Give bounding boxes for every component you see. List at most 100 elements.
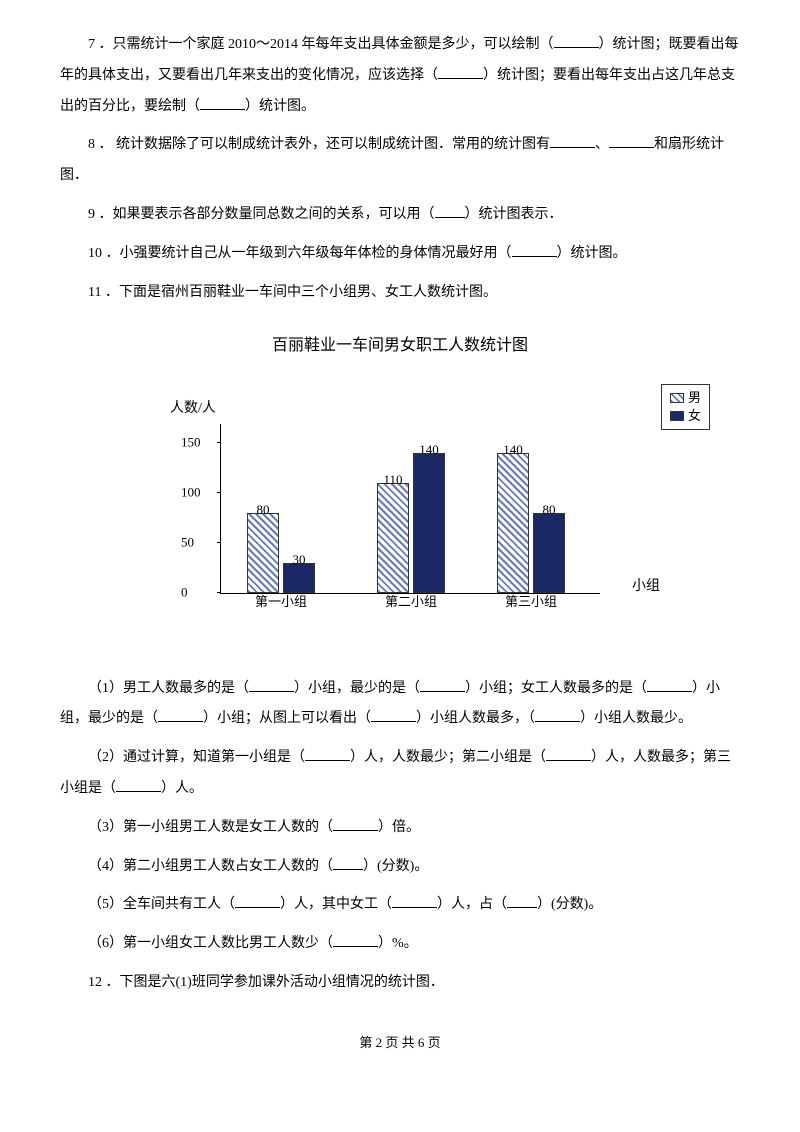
footer-prefix: 第 (359, 1035, 375, 1050)
bar-value-label: 110 (383, 466, 402, 495)
y-tick-mark (217, 492, 221, 493)
legend-female-label: 女 (688, 407, 701, 425)
y-tick-label: 50 (181, 528, 194, 557)
question-10: 10 ．小强要统计自己从一年级到六年级每年体检的身体情况最好用（ ）统计图。 (60, 239, 740, 270)
text: ）小组；从图上可以看出（ (203, 711, 371, 726)
blank (546, 747, 591, 761)
q7-text: 7 ．只需统计一个家庭 2010～2014 年每年支出具体金额是多少，可以绘制（ (88, 37, 554, 52)
blank (550, 134, 595, 148)
x-tick-label: 第二小组 (385, 588, 437, 617)
text: ）人，占（ (437, 897, 507, 912)
text: ）人，其中女工（ (280, 897, 392, 912)
text: ）小组人数最少。 (580, 711, 692, 726)
x-tick-label: 第一小组 (255, 588, 307, 617)
blank (249, 678, 294, 692)
bar-female: 140 (413, 453, 445, 593)
text: ）小组；女工人数最多的是（ (465, 681, 647, 696)
blank (333, 856, 363, 870)
text: （6）第一小组女工人数比男工人数少（ (88, 936, 333, 951)
text: （4）第二小组男工人数占女工人数的（ (88, 859, 333, 874)
q7-text: ）统计图。 (245, 99, 315, 114)
y-tick-label: 150 (181, 428, 201, 457)
q12-text: 12 ．下图是六(1)班同学参加课外活动小组情况的统计图． (88, 975, 444, 990)
blank (512, 243, 557, 257)
text: ）倍。 (378, 820, 420, 835)
blank (554, 34, 599, 48)
text: ）人，人数最少；第二小组是（ (350, 750, 546, 765)
blank (535, 708, 580, 722)
bar-male: 110 (377, 483, 409, 593)
blank (305, 747, 350, 761)
question-7: 7 ．只需统计一个家庭 2010～2014 年每年支出具体金额是多少，可以绘制（… (60, 30, 740, 122)
text: ）人。 (161, 781, 203, 796)
text: （5）全车间共有工人（ (88, 897, 235, 912)
y-tick-label: 100 (181, 478, 201, 507)
question-11-1: （1）男工人数最多的是（）小组，最少的是（）小组；女工人数最多的是（）小组，最少… (60, 674, 740, 736)
blank (392, 894, 437, 908)
blank (200, 96, 245, 110)
blank (158, 708, 203, 722)
text: （1）男工人数最多的是（ (88, 681, 249, 696)
y-tick-mark (217, 442, 221, 443)
question-11-2: （2）通过计算，知道第一小组是（）人，人数最少；第二小组是（）人，人数最多；第三… (60, 743, 740, 805)
bar-value-label: 140 (503, 436, 523, 465)
y-tick-label: 0 (181, 578, 188, 607)
female-swatch-icon (670, 411, 684, 421)
chart-area: 男 女 人数/人 小组 0501001508030第一小组110140第二小组1… (120, 374, 680, 634)
q9-text: 9 ．如果要表示各部分数量同总数之间的关系，可以用（ (88, 207, 435, 222)
q8-text: 8 ． 统计数据除了可以制成统计表外，还可以制成统计图．常用的统计图有 (88, 137, 550, 152)
question-9: 9 ．如果要表示各部分数量同总数之间的关系，可以用（ ）统计图表示． (60, 200, 740, 231)
text: （2）通过计算，知道第一小组是（ (88, 750, 305, 765)
text: ）小组人数最多，（ (416, 711, 535, 726)
chart-plot: 小组 0501001508030第一小组110140第二小组14080第三小组 (220, 424, 600, 594)
blank (235, 894, 280, 908)
y-tick-mark (217, 542, 221, 543)
blank (333, 817, 378, 831)
x-axis-label: 小组 (632, 572, 660, 603)
text: ）小组，最少的是（ (294, 681, 420, 696)
bar-value-label: 30 (293, 546, 306, 575)
bar-chart: 百丽鞋业一车间男女职工人数统计图 男 女 人数/人 小组 05010015080… (120, 328, 680, 633)
bar-value-label: 80 (543, 496, 556, 525)
footer-mid: 页 共 (382, 1035, 418, 1050)
y-axis-label: 人数/人 (170, 394, 216, 425)
male-swatch-icon (670, 393, 684, 403)
blank (420, 678, 465, 692)
blank (647, 678, 692, 692)
q10-text: 10 ．小强要统计自己从一年级到六年级每年体检的身体情况最好用（ (88, 246, 512, 261)
text: （3）第一小组男工人数是女工人数的（ (88, 820, 333, 835)
question-11-3: （3）第一小组男工人数是女工人数的（ ）倍。 (60, 813, 740, 844)
question-11-6: （6）第一小组女工人数比男工人数少（ ）%。 (60, 929, 740, 960)
question-11: 11 ．下面是宿州百丽鞋业一车间中三个小组男、女工人数统计图。 (60, 278, 740, 309)
blank (116, 778, 161, 792)
text: ）(分数)。 (363, 859, 428, 874)
blank (438, 65, 483, 79)
bar-value-label: 140 (419, 436, 439, 465)
bar-value-label: 80 (257, 496, 270, 525)
q8-text: 、 (595, 137, 609, 152)
blank (609, 134, 654, 148)
blank (435, 204, 465, 218)
text: ）%。 (378, 936, 418, 951)
q10-text: ）统计图。 (557, 246, 627, 261)
page-footer: 第 2 页 共 6 页 (60, 1029, 740, 1058)
legend-male-label: 男 (688, 389, 701, 407)
q11-text: 11 ．下面是宿州百丽鞋业一车间中三个小组男、女工人数统计图。 (88, 285, 497, 300)
legend-male: 男 (670, 389, 701, 407)
question-11-4: （4）第二小组男工人数占女工人数的（ ）(分数)。 (60, 852, 740, 883)
q9-text: ）统计图表示． (465, 207, 563, 222)
bar-male: 140 (497, 453, 529, 593)
y-tick-mark (217, 592, 221, 593)
footer-suffix: 页 (424, 1035, 440, 1050)
question-11-5: （5）全车间共有工人（ ）人，其中女工（ ）人，占（ ）(分数)。 (60, 890, 740, 921)
bar-male: 80 (247, 513, 279, 593)
chart-title: 百丽鞋业一车间男女职工人数统计图 (120, 328, 680, 363)
question-12: 12 ．下图是六(1)班同学参加课外活动小组情况的统计图． (60, 968, 740, 999)
text: ）(分数)。 (537, 897, 602, 912)
bar-female: 80 (533, 513, 565, 593)
x-tick-label: 第三小组 (505, 588, 557, 617)
blank (333, 933, 378, 947)
question-8: 8 ． 统计数据除了可以制成统计表外，还可以制成统计图．常用的统计图有、和扇形统… (60, 130, 740, 192)
blank (507, 894, 537, 908)
legend-female: 女 (670, 407, 701, 425)
